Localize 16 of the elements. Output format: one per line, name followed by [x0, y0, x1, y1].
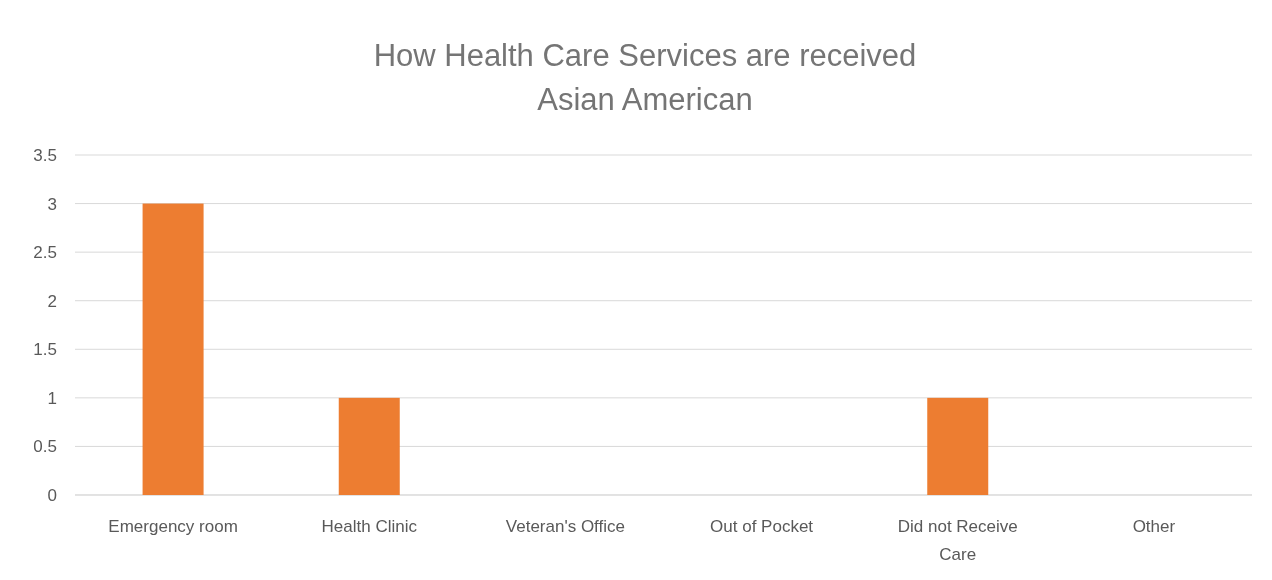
x-tick-label: Emergency room [108, 517, 238, 536]
y-tick-label: 1 [47, 388, 57, 408]
y-tick-label: 3.5 [33, 145, 57, 165]
y-tick-label: 2.5 [33, 243, 57, 263]
y-tick-label: 3 [47, 194, 57, 214]
x-tick-label: Out of Pocket [710, 517, 814, 536]
x-tick-label: Other [1132, 517, 1176, 536]
y-tick-label: 0 [47, 485, 57, 505]
y-tick-label: 0.5 [33, 437, 57, 457]
chart-subtitle: Asian American [537, 82, 753, 117]
x-tick-label: Did not Receive Care [897, 517, 1018, 564]
x-tick-label: Health Clinic [321, 517, 418, 536]
x-tick-label: Veteran's Office [505, 517, 625, 536]
y-tick-label: 2 [47, 291, 57, 311]
chart-title: How Health Care Services are received [373, 38, 917, 73]
y-tick-label: 1.5 [33, 340, 57, 360]
